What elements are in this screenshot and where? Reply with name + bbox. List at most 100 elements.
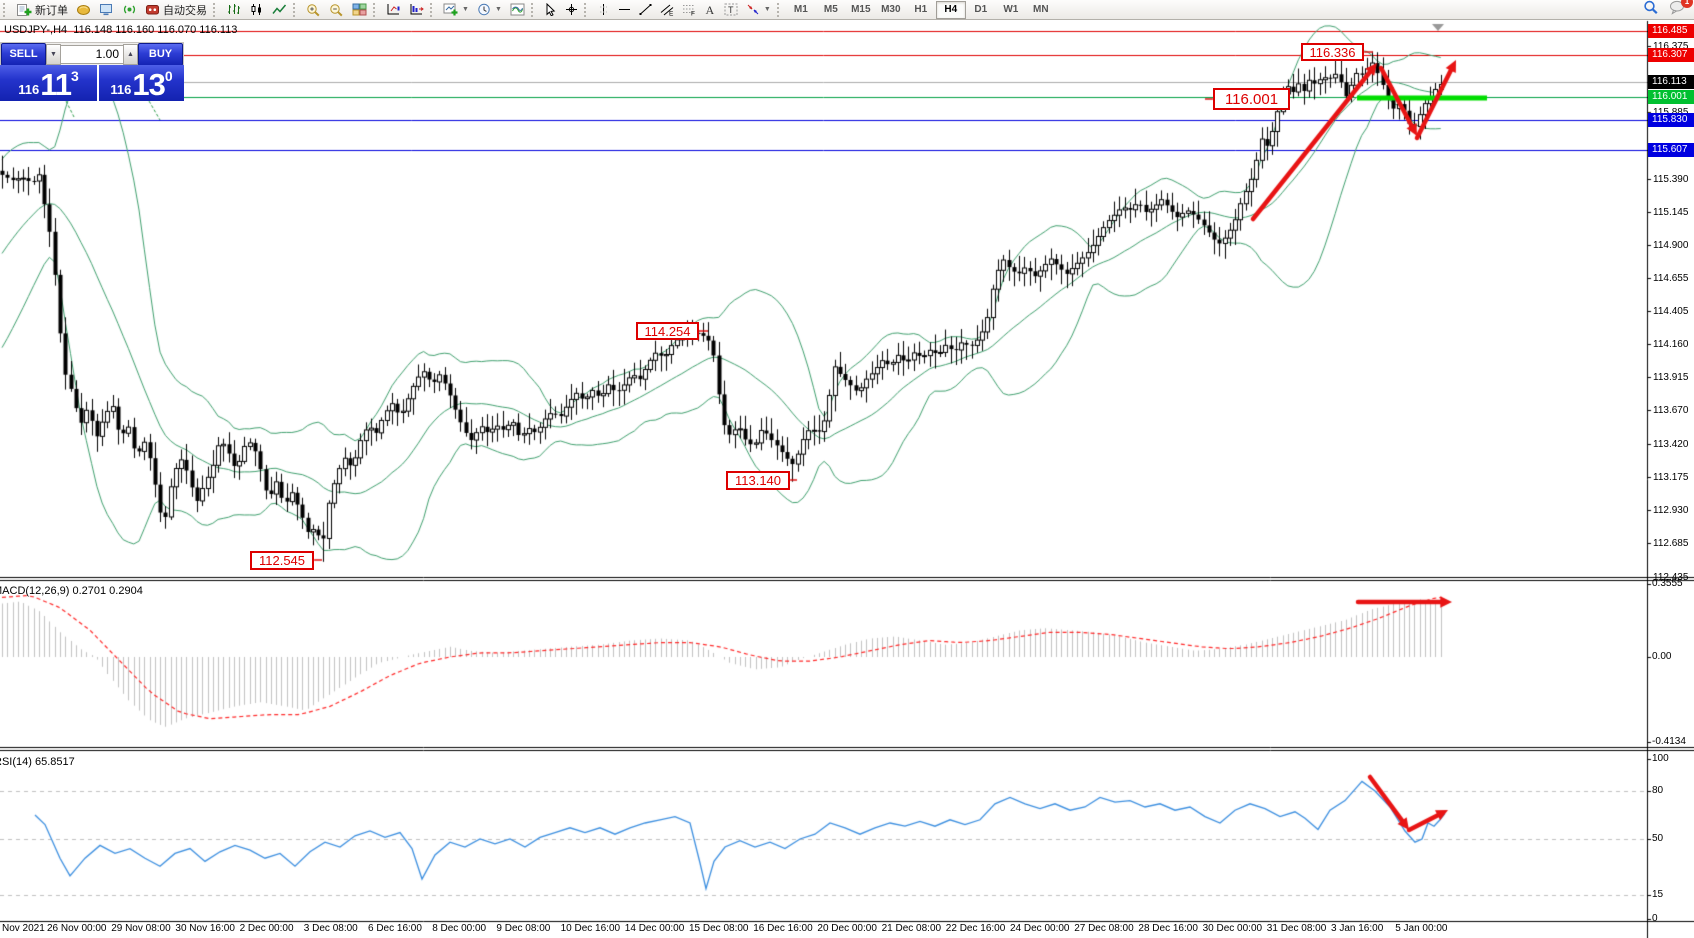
price-annotation[interactable]: 112.545 <box>250 551 314 570</box>
bid-sup: 3 <box>70 68 79 84</box>
notification-badge: 1 <box>1681 0 1693 8</box>
fibonacci-button[interactable]: F <box>678 0 700 20</box>
bar-chart-button[interactable] <box>222 0 245 20</box>
new-order-button-label: 新订单 <box>35 4 68 17</box>
rsi-indicator-label: RSI(14) 65.8517 <box>0 756 75 768</box>
horizontal-line-button[interactable] <box>614 0 635 20</box>
price-tick: 114.405 <box>1653 306 1689 318</box>
candlestick-button[interactable] <box>245 0 268 20</box>
indicator-window-button[interactable] <box>382 0 405 20</box>
chart-shift-button[interactable] <box>405 0 428 20</box>
price-tick: 114.900 <box>1653 239 1689 251</box>
toolbar-grip <box>293 2 298 17</box>
line-chart-button[interactable] <box>268 0 291 20</box>
tile-windows-button[interactable] <box>348 0 371 20</box>
fibonacci-icon: F <box>682 3 696 16</box>
volume-decrease-button[interactable]: ▼ <box>46 43 61 65</box>
price-tick: 114.160 <box>1653 339 1689 351</box>
toolbar-grip <box>776 2 782 17</box>
web-terminal-button[interactable] <box>95 0 118 20</box>
arrows-icon <box>746 3 760 16</box>
time-tick: 9 Dec 08:00 <box>496 923 551 934</box>
toolbar-grip <box>373 2 378 17</box>
horizontal-line-icon <box>618 3 631 16</box>
timeframe-mn-button[interactable]: MN <box>1033 3 1049 15</box>
volume-input[interactable] <box>61 44 123 64</box>
finance-icon <box>76 3 91 16</box>
templates-button[interactable] <box>506 0 529 20</box>
time-tick: 8 Dec 00:00 <box>432 923 487 934</box>
ask-prefix: 116 <box>110 82 132 97</box>
new-order-button[interactable]: 新订单 <box>12 0 72 20</box>
search-icon <box>1643 0 1659 19</box>
chevron-down-icon: ▼ <box>50 50 57 58</box>
svg-text:T: T <box>728 5 734 15</box>
price-badge: 116.001 <box>1648 89 1694 104</box>
signals-button[interactable] <box>118 0 141 20</box>
zoom-out-button[interactable] <box>325 0 348 20</box>
template-icon <box>510 3 525 16</box>
signals-icon <box>122 3 137 16</box>
timeframe-h4-button[interactable]: H4 <box>935 0 966 19</box>
notifications-button[interactable]: 1 <box>1669 0 1693 20</box>
text-button[interactable]: A <box>700 0 720 20</box>
time-tick: 30 Dec 00:00 <box>1202 923 1263 934</box>
text-label-button[interactable]: T <box>720 0 742 20</box>
time-tick: 26 Nov 00:00 <box>47 923 107 934</box>
vertical-line-button[interactable] <box>593 0 614 20</box>
time-tick: 3 Dec 08:00 <box>303 923 358 934</box>
macd-label-text: MACD(12,26,9) 0.2701 0.2904 <box>0 585 143 597</box>
volume-increase-button[interactable]: ▲ <box>123 43 138 65</box>
time-tick: 6 Dec 16:00 <box>368 923 422 934</box>
price-badge: 115.830 <box>1648 112 1694 127</box>
timeframe-h1-button[interactable]: H1 <box>914 3 928 15</box>
price-tick: 112.435 <box>1653 571 1689 583</box>
crosshair-button[interactable] <box>561 0 582 20</box>
tile-windows-icon <box>352 3 367 16</box>
buy-button[interactable]: BUY <box>138 42 183 66</box>
timeframe-m30-button[interactable]: M30 <box>881 3 901 15</box>
chart-indicator-icon <box>386 3 401 16</box>
timeframe-m1-button[interactable]: M1 <box>793 3 808 15</box>
terminal-icon <box>99 3 114 16</box>
cursor-icon <box>544 3 557 16</box>
price-annotation[interactable]: 113.140 <box>726 471 790 490</box>
arrows-button[interactable]: ▼ <box>742 0 775 20</box>
equidistant-channel-button[interactable]: E <box>656 0 678 20</box>
timeframe-m15-button[interactable]: M15 <box>851 3 871 15</box>
zoom-in-button[interactable] <box>302 0 325 20</box>
price-annotation[interactable]: 116.336 <box>1301 43 1364 61</box>
time-tick: 22 Dec 16:00 <box>945 923 1006 934</box>
ask-big: 13 <box>132 67 165 102</box>
timeframe-m5-button[interactable]: M5 <box>823 3 838 15</box>
cursor-button[interactable] <box>540 0 561 20</box>
price-annotation[interactable]: 114.254 <box>636 322 699 340</box>
autotrading-icon <box>145 3 160 16</box>
new-order-icon <box>16 3 32 17</box>
autotrading-button[interactable]: 自动交易 <box>141 0 211 20</box>
search-button[interactable] <box>1643 0 1659 20</box>
bid-big: 11 <box>40 67 72 102</box>
svg-text:F: F <box>691 11 695 17</box>
price-tick: 113.670 <box>1653 405 1689 417</box>
indicator-scale-tick: -0.4134 <box>1652 736 1686 747</box>
toolbar-grip <box>583 2 589 17</box>
add-indicator-button[interactable]: ▼ <box>439 0 473 20</box>
bid-price[interactable]: 116 11 3 <box>0 65 97 101</box>
timeframe-d1-button[interactable]: D1 <box>974 3 988 15</box>
timeframe-w1-button[interactable]: W1 <box>1003 3 1019 15</box>
price-tick: 114.655 <box>1653 272 1689 284</box>
clock-icon <box>477 3 491 16</box>
price-tick: 113.175 <box>1653 472 1689 484</box>
sell-button[interactable]: SELL <box>1 42 46 66</box>
finance-button[interactable] <box>72 0 95 20</box>
ask-price[interactable]: 116 13 0 <box>99 65 184 101</box>
trendline-button[interactable] <box>635 0 656 20</box>
price-annotation[interactable]: 116.001 <box>1213 88 1290 110</box>
time-tick: 31 Dec 08:00 <box>1266 923 1327 934</box>
ask-sup: 0 <box>164 68 173 84</box>
price-tick: 115.145 <box>1653 206 1689 218</box>
periods-button[interactable]: ▼ <box>473 0 506 20</box>
